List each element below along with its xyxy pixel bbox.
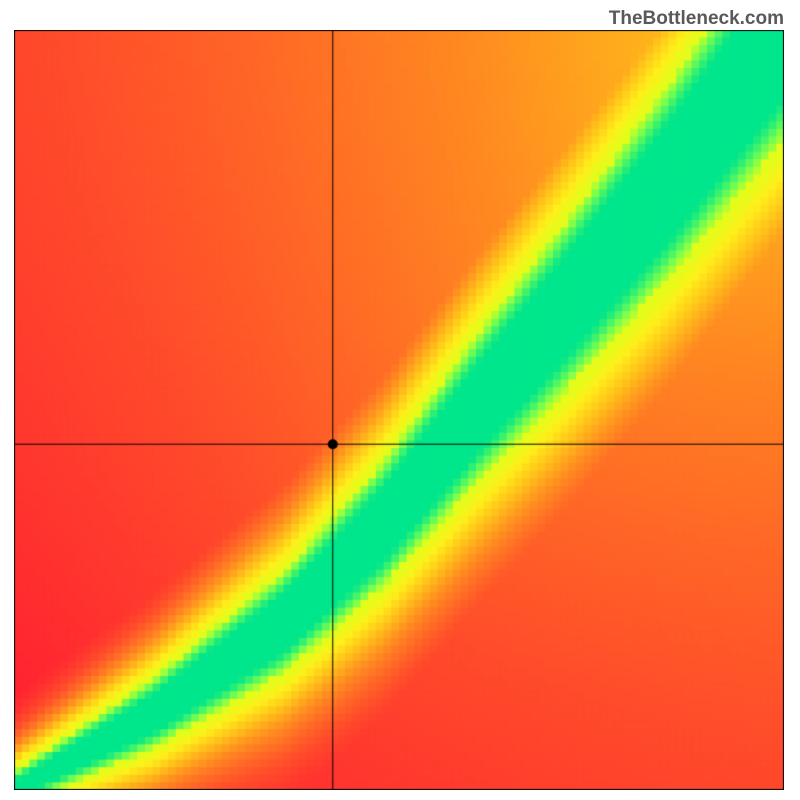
chart-container: TheBottleneck.com — [0, 0, 800, 800]
watermark-label: TheBottleneck.com — [609, 8, 784, 30]
plot-area — [14, 30, 784, 790]
bottleneck-heatmap — [14, 30, 784, 790]
